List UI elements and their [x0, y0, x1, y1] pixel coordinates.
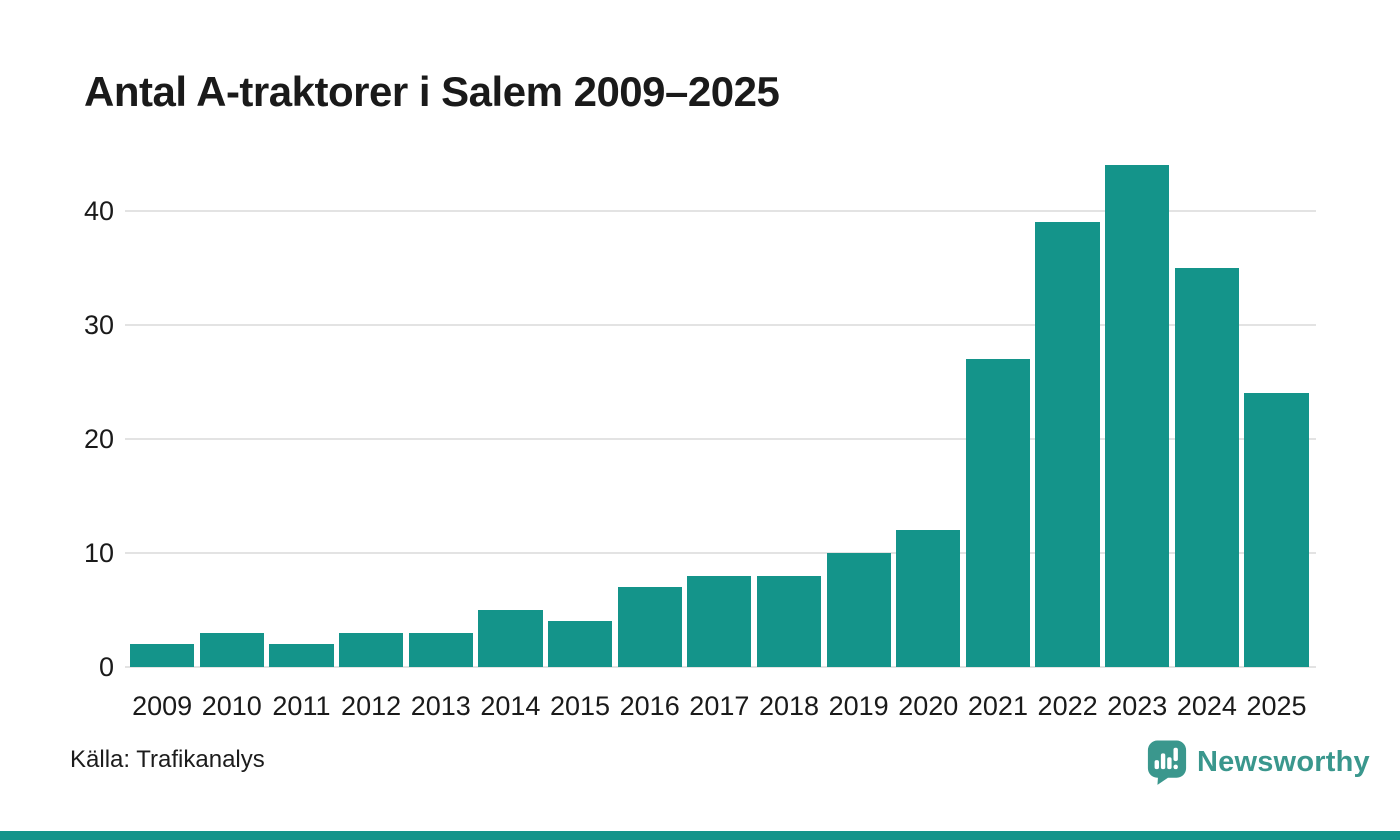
x-axis-label: 2017 [689, 691, 750, 721]
x-axis-label: 2015 [550, 691, 611, 721]
bar-2012 [338, 633, 404, 667]
bar-2015 [547, 621, 613, 667]
bar-2010 [199, 633, 264, 667]
bar-2016 [617, 587, 682, 667]
x-axis-label: 2011 [272, 691, 331, 721]
x-axis-label: 2009 [132, 691, 193, 721]
x-axis-label: 2014 [480, 691, 541, 721]
gridline-y20 [125, 438, 1316, 440]
x-axis-label: 2018 [758, 691, 820, 721]
bar-2018 [756, 576, 822, 667]
y-axis-tick-label: 10 [83, 538, 114, 568]
x-axis-label: 2024 [1176, 691, 1237, 721]
x-axis-label: 2025 [1246, 691, 1307, 721]
newsworthy-bar-chart-bubble-icon [1147, 740, 1187, 785]
x-axis-label: 2023 [1107, 691, 1168, 721]
x-axis-label: 2021 [967, 691, 1028, 721]
gridline-y10 [125, 552, 1316, 554]
x-axis-label: 2010 [201, 691, 262, 721]
bar-2023 [1105, 165, 1170, 667]
x-axis-label: 2019 [828, 691, 889, 721]
chart-title: Antal A-traktorer i Salem 2009–2025 [84, 68, 780, 115]
y-axis-tick-label: 40 [83, 196, 114, 226]
bar-2013 [408, 633, 473, 667]
bar-2021 [965, 359, 1031, 667]
y-axis-tick-label: 20 [83, 424, 114, 454]
y-axis-tick-label: 0 [98, 652, 114, 682]
footer-accent-bar [0, 831, 1400, 840]
newsworthy-logo: Newsworthy [1146, 739, 1370, 786]
bar-2014 [478, 610, 543, 667]
bar-2020 [896, 530, 961, 667]
newsworthy-wordmark: Newsworthy [1197, 746, 1370, 778]
speech-bubble-shape [1147, 740, 1187, 785]
bar-2019 [826, 553, 891, 667]
bar-2025 [1244, 393, 1309, 667]
x-axis-label: 2012 [341, 691, 402, 721]
y-axis-tick-label: 30 [83, 310, 114, 340]
x-axis-label: 2022 [1037, 691, 1098, 721]
x-axis-label: 2020 [898, 691, 959, 721]
bar-2024 [1174, 268, 1240, 667]
bar-2009 [130, 644, 195, 667]
x-axis-label: 2013 [410, 691, 471, 721]
gridline-y30 [125, 324, 1316, 326]
bar-2011 [269, 644, 334, 667]
bar-2022 [1035, 222, 1100, 667]
x-axis-label: 2016 [619, 691, 680, 721]
gridline-y40 [125, 210, 1316, 212]
bar-2017 [687, 576, 752, 667]
gridline-y0 [125, 666, 1316, 668]
source-label: Källa: Trafikanalys [70, 746, 265, 773]
